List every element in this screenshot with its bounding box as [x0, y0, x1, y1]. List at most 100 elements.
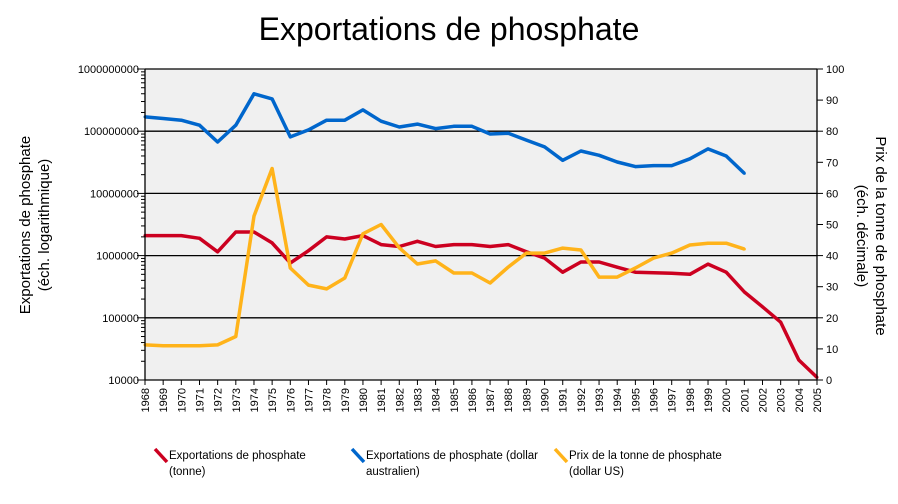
- x-tick-label: 1986: [467, 388, 479, 412]
- data-point: [652, 164, 656, 168]
- x-tick-label: 1969: [158, 388, 170, 412]
- x-tick-label: 2005: [812, 388, 824, 412]
- left-tick-label: 100000: [102, 313, 139, 325]
- series-line-2: [144, 166, 745, 348]
- x-tick-label: 1983: [412, 388, 424, 412]
- x-tick-label: 1982: [394, 388, 406, 412]
- data-point: [633, 165, 637, 169]
- x-tick-label: 1990: [540, 388, 552, 412]
- right-tick-label: 80: [826, 126, 838, 138]
- data-point: [579, 260, 583, 264]
- data-point: [470, 243, 474, 247]
- legend-label: (dollar US): [569, 466, 624, 478]
- data-point: [361, 232, 365, 236]
- data-point: [361, 108, 365, 112]
- right-axis-label-line1: Prix de la tonne de phosphate: [872, 136, 889, 335]
- data-point: [742, 290, 746, 294]
- data-point: [688, 243, 692, 247]
- data-point: [306, 283, 310, 287]
- data-point: [252, 92, 256, 96]
- right-tick-label: 90: [826, 95, 838, 107]
- data-point: [452, 271, 456, 275]
- x-tick-label: 1971: [194, 388, 206, 412]
- x-tick-label: 1993: [594, 388, 606, 412]
- data-point: [724, 241, 728, 245]
- right-tick-label: 100: [826, 64, 844, 76]
- x-tick-label: 2000: [721, 388, 733, 412]
- data-point: [561, 158, 565, 162]
- data-point: [742, 171, 746, 175]
- data-point: [415, 262, 419, 266]
- plot-area: [145, 69, 817, 380]
- data-point: [216, 250, 220, 254]
- data-point: [161, 234, 165, 238]
- data-point: [652, 271, 656, 275]
- data-point: [379, 243, 383, 247]
- x-tick-label: 1988: [503, 388, 515, 412]
- data-point: [197, 344, 201, 348]
- x-tick-label: 1995: [630, 388, 642, 412]
- data-point: [706, 147, 710, 151]
- data-point: [779, 320, 783, 324]
- x-tick-label: 1979: [340, 388, 352, 412]
- x-tick-label: 1999: [703, 388, 715, 412]
- data-point: [797, 358, 801, 362]
- x-tick-label: 1989: [521, 388, 533, 412]
- data-point: [397, 125, 401, 129]
- data-point: [325, 287, 329, 291]
- data-point: [325, 118, 329, 122]
- data-point: [488, 132, 492, 136]
- right-tick-label: 20: [826, 313, 838, 325]
- x-tick-label: 1972: [213, 388, 225, 412]
- data-point: [179, 344, 183, 348]
- data-point: [579, 149, 583, 153]
- x-tick-label: 1981: [376, 388, 388, 412]
- x-tick-label: 1980: [358, 388, 370, 412]
- data-point: [452, 124, 456, 128]
- x-tick-label: 1973: [231, 388, 243, 412]
- data-point: [706, 262, 710, 266]
- data-point: [179, 234, 183, 238]
- data-point: [379, 223, 383, 226]
- x-tick-label: 2003: [776, 388, 788, 412]
- x-tick-label: 2004: [794, 388, 806, 412]
- data-point: [197, 236, 201, 240]
- data-point: [742, 247, 746, 251]
- x-tick-label: 1976: [285, 388, 297, 412]
- x-tick-label: 1994: [612, 388, 624, 412]
- right-tick-label: 60: [826, 188, 838, 200]
- data-point: [506, 131, 510, 135]
- data-point: [470, 271, 474, 275]
- legend-label: australien): [366, 466, 420, 478]
- data-point: [615, 265, 619, 269]
- right-tick-label: 30: [826, 282, 838, 294]
- legend-label: Exportations de phosphate: [169, 450, 306, 462]
- data-point: [506, 243, 510, 247]
- right-tick-label: 0: [826, 375, 832, 387]
- x-tick-label: 1987: [485, 388, 497, 412]
- data-point: [724, 154, 728, 158]
- data-point: [579, 248, 583, 252]
- data-point: [252, 214, 256, 218]
- right-axis-label-line2: (éch. décimale): [853, 185, 870, 288]
- data-point: [524, 251, 528, 255]
- data-point: [270, 241, 274, 245]
- data-point: [325, 235, 329, 239]
- x-tick-label: 1985: [449, 388, 461, 412]
- right-tick-label: 70: [826, 157, 838, 169]
- data-point: [216, 343, 220, 347]
- data-point: [270, 97, 274, 101]
- chart-title: Exportations de phosphate: [259, 11, 640, 47]
- data-point: [597, 260, 601, 264]
- data-point: [179, 118, 183, 122]
- legend-label: Prix de la tonne de phosphate: [569, 450, 722, 462]
- data-point: [761, 305, 765, 309]
- data-point: [234, 123, 238, 127]
- data-point: [197, 123, 201, 127]
- data-point: [488, 245, 492, 249]
- left-tick-label: 1000000: [96, 251, 139, 263]
- data-point: [434, 245, 438, 249]
- legend-swatch-0: [153, 447, 169, 464]
- x-tick-label: 2001: [739, 388, 751, 412]
